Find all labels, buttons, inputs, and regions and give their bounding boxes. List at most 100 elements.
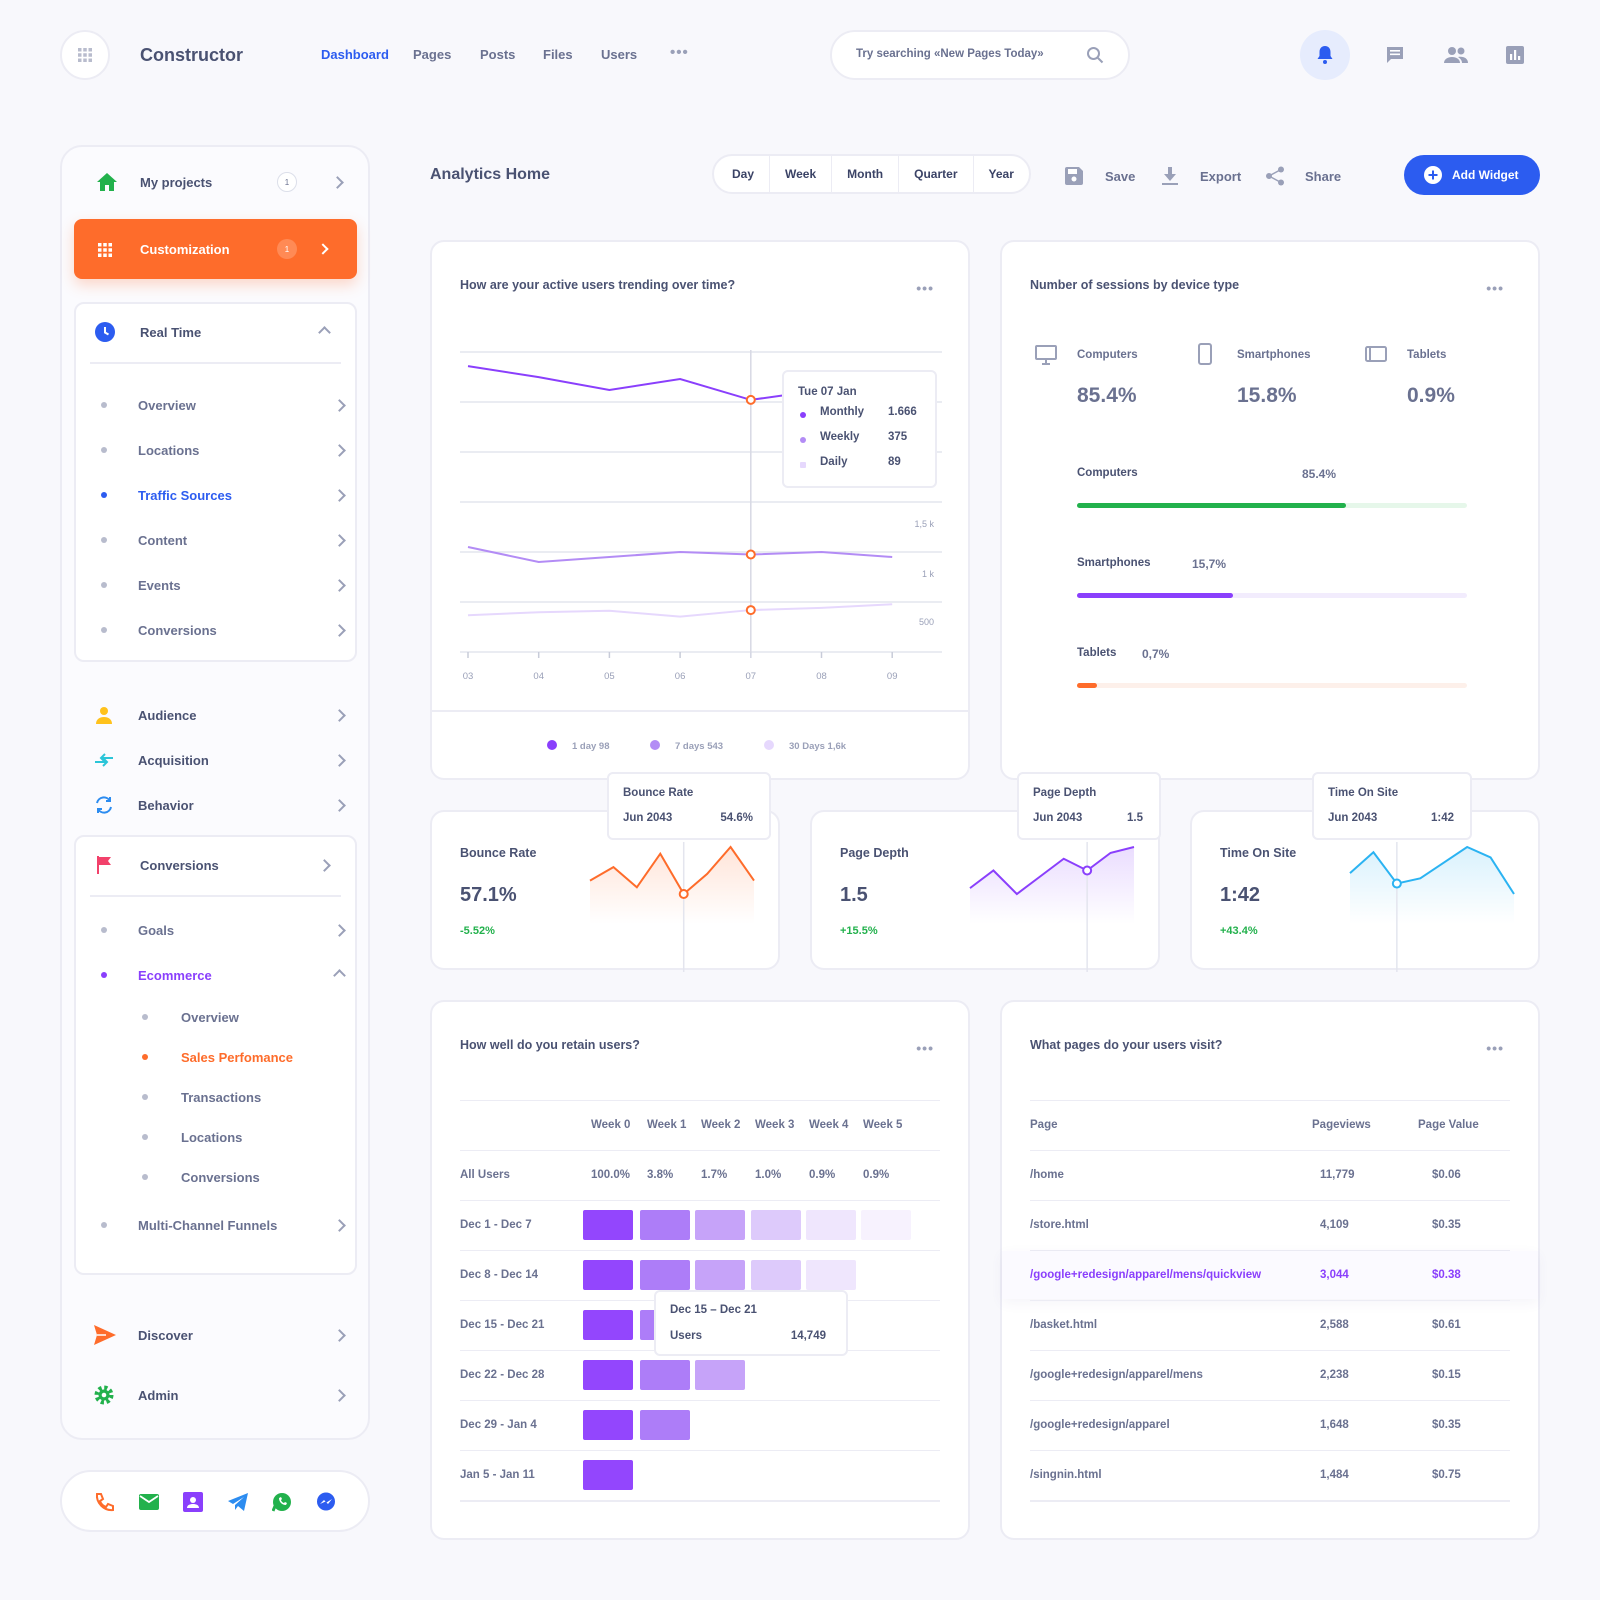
sparkline-marker[interactable] [1391,878,1402,889]
series-point-marker[interactable] [745,394,756,405]
retention-cell[interactable] [695,1260,746,1290]
search-bar[interactable]: Try searching «New Pages Today» [830,30,1130,80]
sidebar-item-ecommerce[interactable]: Ecommerce [60,955,370,995]
sidebar-item-conversions[interactable]: Conversions [60,610,370,650]
ecommerce-item-locations[interactable]: Locations [100,1117,340,1157]
conversions-header[interactable]: Conversions [76,845,355,885]
sidebar-item-admin[interactable]: Admin [60,1375,370,1415]
more-options-icon[interactable]: ••• [916,1040,934,1056]
retention-cell[interactable] [583,1410,633,1440]
reports-icon[interactable] [1506,46,1524,64]
period-quarter[interactable]: Quarter [898,156,972,192]
apps-menu-button[interactable] [60,30,110,80]
mail-icon[interactable] [139,1494,159,1510]
period-month[interactable]: Month [831,156,898,192]
share-button[interactable]: Share [1265,165,1341,187]
retention-cell[interactable] [583,1460,633,1490]
chevron-right-icon [333,623,346,637]
nav-files[interactable]: Files [543,47,573,62]
search-icon[interactable] [1086,46,1104,64]
table-row[interactable]: /home 11,779 $0.06 [1030,1150,1510,1200]
more-options-icon[interactable]: ••• [1486,1040,1504,1056]
retention-cell[interactable] [861,1210,911,1240]
more-options-icon[interactable]: ••• [1486,280,1504,296]
notifications-button[interactable] [1300,30,1350,80]
sidebar-item-discover[interactable]: Discover [60,1315,370,1355]
kpi-title: Bounce Rate [460,846,537,860]
retention-cell[interactable] [640,1360,691,1390]
retention-cell[interactable] [583,1210,633,1240]
retention-cell[interactable] [805,1210,856,1240]
page-path[interactable]: /home [1030,1169,1064,1181]
more-options-icon[interactable]: ••• [916,280,934,296]
nav-dashboard[interactable]: Dashboard [321,47,389,62]
sidebar-item-traffic-sources[interactable]: Traffic Sources [60,475,370,515]
sidebar-item-locations[interactable]: Locations [60,430,370,470]
retention-cell[interactable] [583,1260,633,1290]
retention-cell[interactable] [695,1360,746,1390]
sidebar-item-behavior[interactable]: Behavior [60,785,370,825]
table-row[interactable]: /google+redesign/apparel 1,648 $0.35 [1030,1400,1510,1450]
retention-cell[interactable] [750,1260,801,1290]
messenger-icon[interactable] [316,1492,336,1512]
add-widget-button[interactable]: Add Widget [1404,155,1540,195]
table-row[interactable]: /store.html 4,109 $0.35 [1030,1200,1510,1250]
pageviews-value: 1,484 [1320,1469,1349,1481]
period-year[interactable]: Year [972,156,1029,192]
retention-cell[interactable] [640,1410,691,1440]
chat-icon[interactable] [1385,45,1405,65]
table-row[interactable]: /google+redesign/apparel/mens 2,238 $0.15 [1030,1350,1510,1400]
people-icon[interactable] [1444,46,1468,64]
table-row: All Users 100.0% 3.8% 1.7% 1.0% 0.9% 0.9% [460,1150,940,1200]
realtime-header[interactable]: Real Time [76,312,355,352]
retention-value: 3.8% [647,1169,674,1181]
retention-cell[interactable] [583,1360,633,1390]
whatsapp-icon[interactable] [272,1492,292,1512]
page-path[interactable]: /google+redesign/apparel/mens [1030,1369,1203,1381]
telegram-icon[interactable] [228,1493,248,1511]
sidebar-item-goals[interactable]: Goals [60,910,370,950]
period-day[interactable]: Day [732,167,755,181]
retention-cell[interactable] [640,1260,691,1290]
sidebar-item-acquisition[interactable]: Acquisition [60,740,370,780]
page-path[interactable]: /google+redesign/apparel [1030,1419,1170,1431]
retention-cell[interactable] [640,1210,691,1240]
series-point-marker[interactable] [745,605,756,616]
ecommerce-item-sales-perfomance[interactable]: Sales Perfomance [100,1037,340,1077]
sparkline-marker[interactable] [678,889,689,899]
export-button[interactable]: Export [1162,165,1241,187]
sidebar-item-content[interactable]: Content [60,520,370,560]
table-row[interactable]: /basket.html 2,588 $0.61 [1030,1300,1510,1350]
retention-cell[interactable] [583,1310,633,1340]
nav-pages[interactable]: Pages [413,47,452,62]
sidebar-item-audience[interactable]: Audience [60,695,370,735]
table-row[interactable]: /singnin.html 1,484 $0.75 [1030,1450,1510,1500]
sidebar-item-my-projects[interactable]: My projects 1 [62,162,368,202]
ecommerce-item-overview[interactable]: Overview [100,997,340,1037]
page-path[interactable]: /google+redesign/apparel/mens/quickview [1030,1269,1262,1281]
ecommerce-item-conversions[interactable]: Conversions [100,1157,340,1197]
page-path[interactable]: /basket.html [1030,1319,1098,1331]
save-button[interactable]: Save [1065,165,1135,187]
search-input[interactable]: Try searching «New Pages Today» [856,48,1044,60]
sidebar-item-customization[interactable]: Customization 1 [74,219,357,279]
sparkline-marker[interactable] [1082,865,1093,876]
nav-users[interactable]: Users [601,47,638,62]
sidebar-item-events[interactable]: Events [60,565,370,605]
nav-more-icon[interactable]: ••• [670,44,689,61]
contact-card-icon[interactable] [183,1492,203,1512]
series-point-marker[interactable] [745,549,756,560]
nav-posts[interactable]: Posts [480,47,516,62]
table-row[interactable]: /google+redesign/apparel/mens/quickview 3… [1002,1250,1538,1300]
page-path[interactable]: /singnin.html [1030,1469,1102,1481]
retention-cell[interactable] [750,1210,801,1240]
sidebar-item-overview[interactable]: Overview [60,385,370,425]
page-path[interactable]: /store.html [1030,1219,1089,1231]
sidebar-item-multi-channel-funnels[interactable]: Multi-Channel Funnels [60,1205,370,1245]
phone-icon[interactable] [94,1492,114,1512]
period-week[interactable]: Week [769,156,831,192]
retention-cell[interactable] [695,1210,746,1240]
retention-cell[interactable] [805,1260,856,1290]
column-header: Page Value [1418,1119,1479,1131]
ecommerce-item-transactions[interactable]: Transactions [100,1077,340,1117]
